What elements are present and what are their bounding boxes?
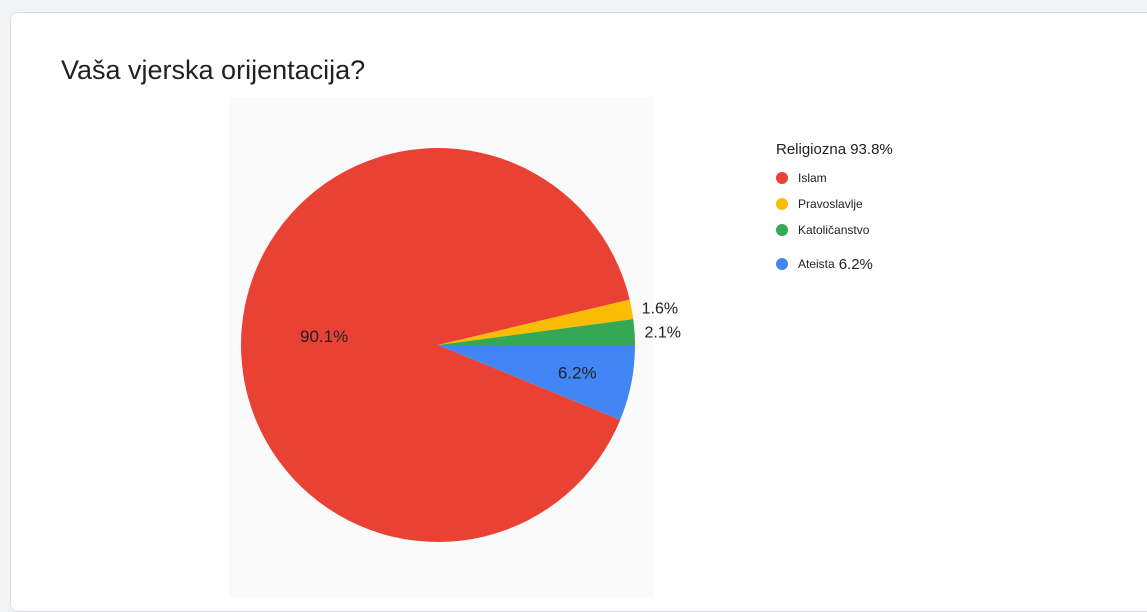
legend-group-value: 93.8% <box>850 141 893 158</box>
legend-group-label: Religiozna <box>776 141 847 158</box>
legend-item-label: Pravoslavlje <box>798 197 863 211</box>
chart-legend: Religiozna 93.8% Islam Pravoslavlje Kato… <box>776 141 893 277</box>
legend-item-label: Islam <box>798 171 827 185</box>
legend-item-ateista[interactable]: Ateista 6.2% <box>776 251 893 277</box>
pie-label-islam: 90.1% <box>300 327 348 346</box>
pie-chart: 90.1% 1.6% 2.1% 6.2% <box>241 148 681 543</box>
legend-dot-icon <box>776 224 788 236</box>
pie-slice-ateista[interactable] <box>438 345 635 420</box>
legend-item-label: Katoličanstvo <box>798 223 870 237</box>
legend-dot-icon <box>776 258 788 270</box>
legend-dot-icon <box>776 172 788 184</box>
question-title: Vaša vjerska orijentacija? <box>61 55 366 85</box>
pie-labels: 90.1% 1.6% 2.1% 6.2% <box>300 301 681 383</box>
pie-label-pravoslavlje: 1.6% <box>642 301 678 318</box>
legend-item-pravoslavlje[interactable]: Pravoslavlje <box>776 191 893 217</box>
legend-item-katolicanstvo[interactable]: Katoličanstvo <box>776 217 893 243</box>
legend-item-islam[interactable]: Islam <box>776 165 893 191</box>
legend-item-label: Ateista <box>798 257 835 271</box>
legend-dot-icon <box>776 198 788 210</box>
legend-item-value: 6.2% <box>838 255 873 273</box>
pie-slice-katolianstvo[interactable] <box>438 319 635 345</box>
pie-slice-pravoslavlje[interactable] <box>438 299 634 345</box>
pie-slice-islam[interactable] <box>241 148 630 543</box>
pie-label-katolianstvo: 2.1% <box>645 324 681 341</box>
legend-group-religiozna: Religiozna 93.8% <box>776 141 893 158</box>
legend-spacer <box>776 243 893 251</box>
pie-slices <box>241 148 635 543</box>
pie-label-ateista: 6.2% <box>558 364 597 383</box>
